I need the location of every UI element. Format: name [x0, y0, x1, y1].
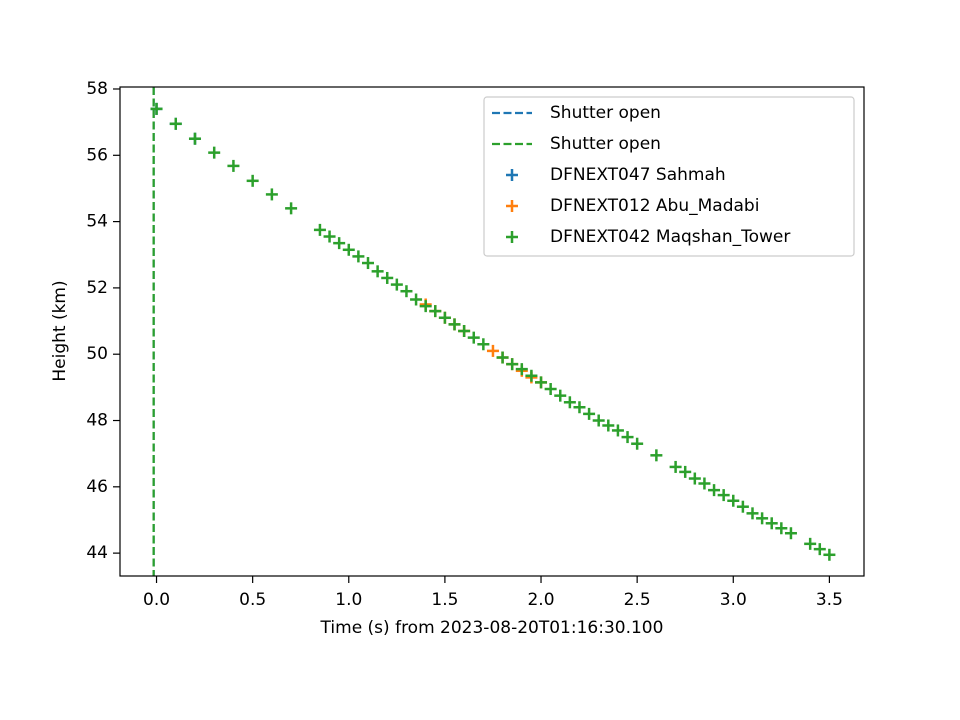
x-tick-label: 1.0 — [335, 590, 362, 610]
plus-marker — [506, 169, 518, 181]
plus-marker — [400, 285, 413, 298]
x-tick-label: 0.5 — [239, 590, 266, 610]
plus-marker — [688, 472, 701, 485]
plus-marker — [823, 548, 836, 561]
y-tick-label: 54 — [86, 212, 108, 232]
plus-marker — [246, 174, 259, 187]
plus-marker — [775, 522, 788, 535]
plus-marker — [650, 449, 663, 462]
y-tick-label: 44 — [86, 543, 108, 563]
plus-marker — [506, 200, 518, 212]
y-tick-label: 56 — [86, 145, 108, 165]
y-tick-label: 52 — [86, 278, 108, 298]
plus-marker — [381, 271, 394, 284]
axes-frame — [119, 86, 865, 577]
plus-marker — [515, 363, 528, 376]
plus-marker — [188, 132, 201, 145]
plus-marker — [708, 484, 721, 497]
plus-marker — [150, 102, 163, 115]
legend-label: Shutter open — [550, 134, 661, 154]
plus-marker — [477, 338, 490, 351]
plus-marker — [313, 223, 326, 236]
x-tick-label: 0.0 — [143, 590, 170, 610]
plus-marker — [736, 500, 749, 513]
plot-area — [150, 87, 836, 576]
plus-marker — [265, 188, 278, 201]
plus-marker — [419, 300, 432, 313]
plus-marker — [583, 407, 596, 420]
y-tick-label: 58 — [86, 79, 108, 99]
plus-marker — [208, 146, 221, 159]
plus-marker — [342, 243, 355, 256]
plus-marker — [621, 431, 634, 444]
plus-marker — [429, 305, 442, 318]
y-tick-label: 46 — [86, 477, 108, 497]
plus-marker — [544, 383, 557, 396]
plus-marker — [717, 489, 730, 502]
plus-marker — [804, 537, 817, 550]
plus-marker — [535, 376, 548, 389]
plus-marker — [784, 527, 797, 540]
legend-label: DFNEXT012 Abu_Madabi — [550, 196, 759, 216]
legend-label: DFNEXT042 Maqshan_Tower — [550, 227, 790, 247]
plus-marker — [362, 257, 374, 270]
plus-marker — [602, 419, 615, 432]
plus-marker — [496, 351, 509, 364]
plus-marker — [592, 414, 605, 427]
plus-marker — [746, 507, 759, 520]
legend: Shutter open Shutter open DFNEXT047 Sahmah… — [483, 96, 855, 257]
plus-marker — [371, 265, 384, 278]
y-axis-label: Height (km) — [50, 280, 70, 381]
plus-marker — [669, 460, 682, 473]
plus-marker — [727, 494, 740, 507]
plus-marker — [352, 250, 365, 263]
plus-marker — [410, 293, 423, 306]
legend-label: DFNEXT047 Sahmah — [550, 165, 726, 185]
plus-marker — [458, 325, 471, 338]
plus-marker — [323, 230, 336, 243]
plus-marker — [611, 424, 624, 437]
plus-marker — [525, 369, 538, 382]
plus-marker — [563, 396, 576, 409]
x-tick-label: 1.5 — [431, 590, 458, 610]
legend-label: Shutter open — [550, 103, 661, 123]
plus-marker — [227, 159, 240, 172]
plus-marker — [506, 358, 519, 371]
y-tick-label: 48 — [86, 411, 108, 431]
plus-marker — [765, 517, 778, 530]
x-tick-label: 2.0 — [527, 590, 554, 610]
legend-box — [483, 96, 855, 257]
plus-marker — [813, 543, 826, 556]
plus-marker — [285, 202, 298, 215]
x-tick-label: 3.5 — [816, 590, 843, 610]
plus-marker — [169, 117, 182, 130]
x-axis-label: Time (s) from 2023-08-20T01:16:30.100 — [320, 618, 664, 638]
plus-marker — [486, 344, 499, 357]
plus-marker — [438, 311, 451, 324]
plus-marker — [631, 437, 644, 450]
plus-marker — [390, 278, 403, 291]
plus-marker — [756, 512, 769, 525]
y-tick-label: 50 — [86, 344, 108, 364]
x-tick-label: 3.0 — [720, 590, 747, 610]
plus-marker — [333, 237, 346, 250]
plus-marker — [506, 231, 518, 243]
plus-marker — [467, 331, 480, 344]
plus-marker — [448, 318, 461, 331]
plus-marker — [698, 477, 711, 490]
plus-marker — [679, 465, 692, 478]
plus-marker — [554, 389, 567, 402]
x-tick-label: 2.5 — [624, 590, 651, 610]
plus-marker — [573, 401, 586, 414]
